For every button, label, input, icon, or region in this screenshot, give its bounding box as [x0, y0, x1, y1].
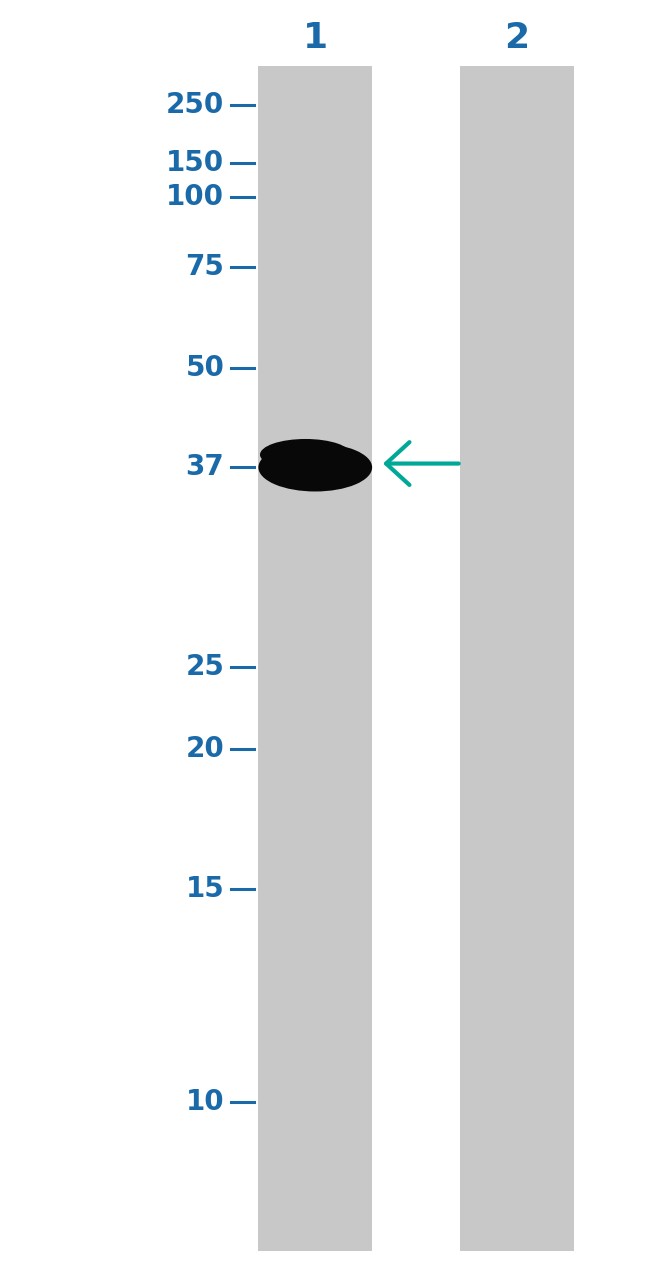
Text: 1: 1: [303, 22, 328, 55]
Ellipse shape: [260, 439, 351, 470]
Ellipse shape: [259, 443, 372, 491]
Bar: [460, 66, 573, 1251]
Text: 150: 150: [166, 149, 224, 177]
Bar: [259, 66, 372, 1251]
Text: 37: 37: [185, 453, 224, 481]
Text: 15: 15: [185, 875, 224, 903]
Text: 50: 50: [185, 354, 224, 382]
Text: 25: 25: [185, 653, 224, 681]
Text: 75: 75: [185, 253, 224, 281]
Text: 250: 250: [166, 91, 224, 119]
Text: 20: 20: [185, 735, 224, 763]
Text: 100: 100: [166, 183, 224, 211]
Text: 10: 10: [186, 1088, 224, 1116]
Text: 2: 2: [504, 22, 529, 55]
